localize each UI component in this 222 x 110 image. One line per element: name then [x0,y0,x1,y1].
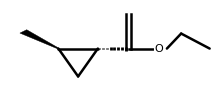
Polygon shape [20,30,59,49]
Text: O: O [155,44,164,54]
